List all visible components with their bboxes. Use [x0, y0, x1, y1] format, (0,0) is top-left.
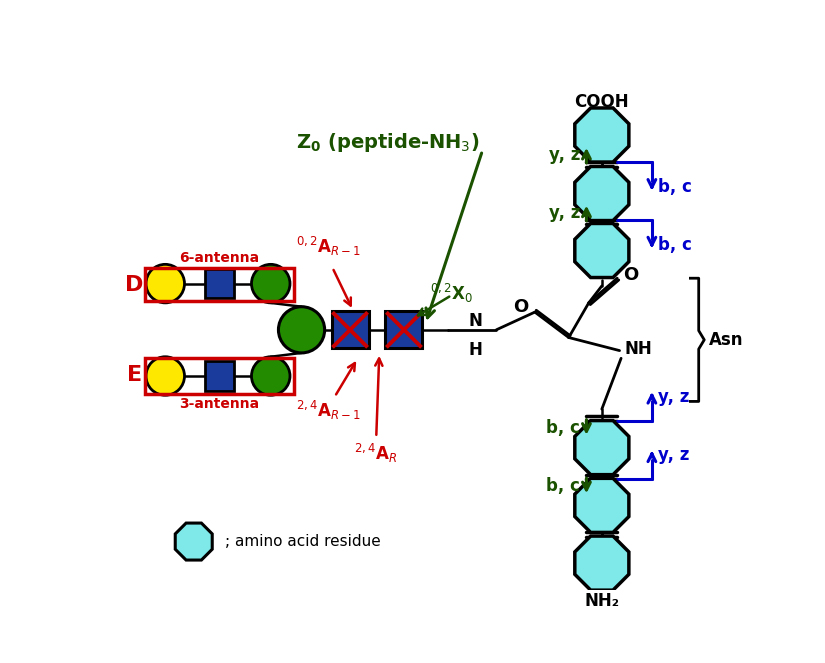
Text: D: D	[125, 275, 144, 295]
Text: y, z: y, z	[549, 146, 580, 164]
Circle shape	[252, 265, 290, 303]
Circle shape	[146, 357, 185, 395]
Polygon shape	[575, 223, 629, 278]
Text: $^{0,2}\mathbf{A}_{R-1}$: $^{0,2}\mathbf{A}_{R-1}$	[296, 235, 361, 258]
Polygon shape	[575, 108, 629, 162]
Text: b, c: b, c	[658, 178, 692, 196]
Text: O: O	[513, 298, 529, 316]
Polygon shape	[175, 523, 212, 560]
Text: b, c: b, c	[546, 477, 580, 495]
Circle shape	[279, 307, 325, 353]
Text: NH: NH	[625, 340, 652, 358]
Text: $\mathbf{Z_0}$ (peptide-NH$_3$): $\mathbf{Z_0}$ (peptide-NH$_3$)	[296, 131, 479, 154]
Circle shape	[146, 265, 185, 303]
Bar	[205, 269, 233, 298]
Bar	[145, 269, 294, 301]
Text: N: N	[469, 312, 483, 330]
Text: H: H	[469, 341, 483, 359]
Polygon shape	[575, 536, 629, 590]
Text: COOH: COOH	[574, 93, 629, 111]
Text: NH₂: NH₂	[584, 591, 620, 609]
Text: $^{2,4}\mathbf{A}_{R}$: $^{2,4}\mathbf{A}_{R}$	[355, 442, 398, 465]
Text: 6-antenna: 6-antenna	[180, 251, 260, 265]
Text: Asn: Asn	[709, 331, 743, 349]
Bar	[145, 358, 294, 394]
Text: y, z: y, z	[549, 204, 580, 221]
Bar	[385, 312, 422, 348]
Text: O: O	[624, 266, 639, 284]
Text: b, c: b, c	[658, 236, 692, 254]
Text: ; amino acid residue: ; amino acid residue	[224, 534, 380, 549]
Polygon shape	[575, 166, 629, 221]
Circle shape	[252, 357, 290, 395]
Text: y, z: y, z	[658, 446, 690, 464]
Text: $^{2,4}\mathbf{A}_{R-1}$: $^{2,4}\mathbf{A}_{R-1}$	[296, 399, 361, 422]
Polygon shape	[575, 420, 629, 475]
Text: y, z: y, z	[658, 388, 690, 406]
Text: E: E	[127, 365, 142, 385]
Bar	[205, 361, 233, 391]
Text: b, c: b, c	[546, 418, 580, 437]
Polygon shape	[575, 478, 629, 532]
Text: $^{0,2}\mathbf{X}_0$: $^{0,2}\mathbf{X}_0$	[430, 282, 474, 305]
Bar	[332, 312, 369, 348]
Text: 3-antenna: 3-antenna	[180, 396, 260, 411]
